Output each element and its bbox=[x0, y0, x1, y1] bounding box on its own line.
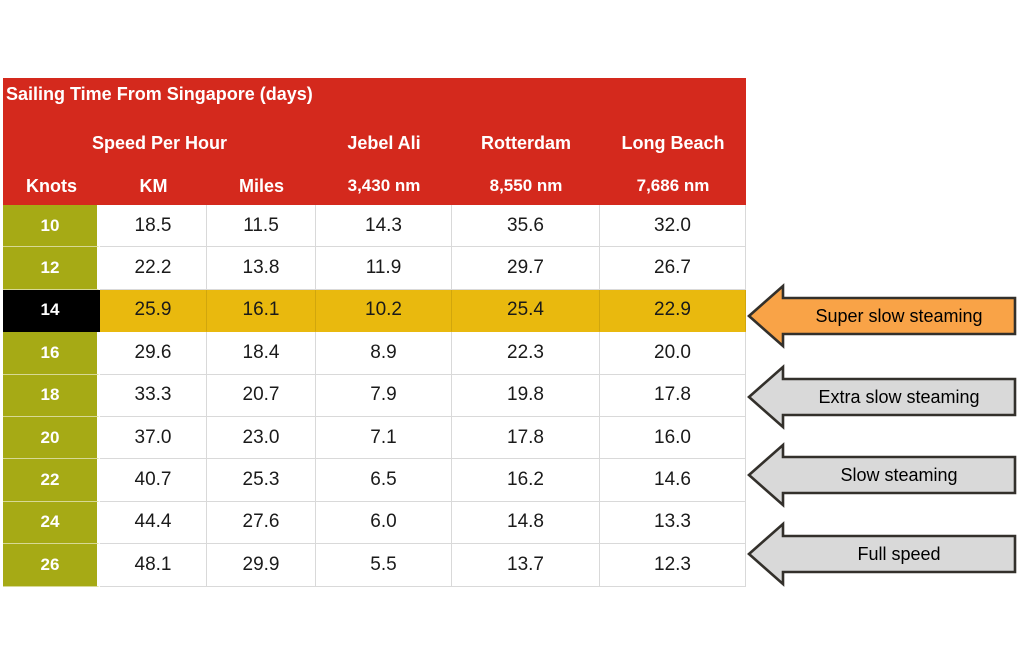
knots-cell: 12 bbox=[3, 247, 100, 290]
rotterdam-days-cell: 16.2 bbox=[452, 459, 600, 502]
header-long-beach: Long Beach bbox=[621, 132, 725, 153]
km-cell: 37.0 bbox=[100, 416, 207, 460]
km-cell: 22.2 bbox=[100, 247, 207, 290]
rotterdam-days-cell: 19.8 bbox=[452, 374, 600, 417]
header-miles: Miles bbox=[238, 175, 285, 196]
left-arrow-shape bbox=[747, 442, 1017, 508]
long-beach-days-cell: 22.9 bbox=[600, 289, 746, 333]
knots-cell-highlighted: 14 bbox=[3, 289, 100, 333]
knots-cell: 24 bbox=[3, 501, 100, 545]
km-cell: 29.6 bbox=[100, 332, 207, 375]
km-cell: 40.7 bbox=[100, 459, 207, 502]
left-arrow-icon bbox=[747, 283, 1017, 349]
miles-cell: 20.7 bbox=[207, 374, 316, 417]
rotterdam-days-cell: 13.7 bbox=[452, 544, 600, 587]
km-cell: 48.1 bbox=[100, 544, 207, 587]
knots-cell: 22 bbox=[3, 459, 100, 502]
header-long-beach-distance: 7,686 nm bbox=[636, 176, 710, 195]
header-rotterdam-distance: 8,550 nm bbox=[489, 176, 563, 195]
header-jebel-ali: Jebel Ali bbox=[347, 132, 421, 153]
header-knots: Knots bbox=[26, 175, 77, 196]
table-title: Sailing Time From Singapore (days) bbox=[3, 78, 746, 111]
rotterdam-days-cell: 17.8 bbox=[452, 416, 600, 460]
long-beach-days-cell: 13.3 bbox=[600, 501, 746, 545]
km-cell: 18.5 bbox=[100, 205, 207, 248]
km-cell: 44.4 bbox=[100, 501, 207, 545]
rotterdam-days-cell: 35.6 bbox=[452, 205, 600, 248]
header-speed-per-hour: Speed Per Hour bbox=[91, 132, 228, 153]
annotation-slow-steaming: Slow steaming bbox=[747, 442, 1018, 508]
long-beach-days-cell: 20.0 bbox=[600, 332, 746, 375]
jebel-ali-days-cell: 14.3 bbox=[316, 205, 452, 248]
miles-cell: 13.8 bbox=[207, 247, 316, 290]
left-arrow-shape bbox=[747, 364, 1017, 430]
annotation-extra-slow-steaming: Extra slow steaming bbox=[747, 364, 1018, 430]
table-body: 10 18.5 11.5 14.3 35.6 32.0 12 22.2 13.8… bbox=[3, 205, 746, 587]
rotterdam-days-cell: 29.7 bbox=[452, 247, 600, 290]
knots-cell: 18 bbox=[3, 374, 100, 417]
km-cell: 33.3 bbox=[100, 374, 207, 417]
jebel-ali-days-cell: 7.9 bbox=[316, 374, 452, 417]
long-beach-days-cell: 26.7 bbox=[600, 247, 746, 290]
left-arrow-shape bbox=[747, 283, 1017, 349]
jebel-ali-days-cell: 5.5 bbox=[316, 544, 452, 587]
miles-cell: 29.9 bbox=[207, 544, 316, 587]
annotation-super-slow-steaming: Super slow steaming bbox=[747, 283, 1018, 349]
jebel-ali-days-cell: 8.9 bbox=[316, 332, 452, 375]
rotterdam-days-cell: 22.3 bbox=[452, 332, 600, 375]
knots-cell: 26 bbox=[3, 544, 100, 587]
rotterdam-days-cell: 25.4 bbox=[452, 289, 600, 333]
knots-cell: 20 bbox=[3, 416, 100, 460]
left-arrow-icon bbox=[747, 521, 1017, 587]
arrow-label: Extra slow steaming bbox=[818, 386, 980, 407]
jebel-ali-days-cell: 7.1 bbox=[316, 416, 452, 460]
long-beach-days-cell: 17.8 bbox=[600, 374, 746, 417]
rotterdam-days-cell: 14.8 bbox=[452, 501, 600, 545]
miles-cell: 11.5 bbox=[207, 205, 316, 248]
miles-cell: 27.6 bbox=[207, 501, 316, 545]
knots-cell: 16 bbox=[3, 332, 100, 375]
miles-cell: 16.1 bbox=[207, 289, 316, 333]
long-beach-days-cell: 14.6 bbox=[600, 459, 746, 502]
jebel-ali-days-cell: 6.0 bbox=[316, 501, 452, 545]
miles-cell: 18.4 bbox=[207, 332, 316, 375]
arrow-label: Slow steaming bbox=[840, 464, 958, 485]
sailing-time-table: Sailing Time From Singapore (days) Speed… bbox=[3, 78, 746, 587]
left-arrow-icon bbox=[747, 442, 1017, 508]
header-km: KM bbox=[139, 175, 168, 196]
long-beach-days-cell: 32.0 bbox=[600, 205, 746, 248]
arrow-label: Super slow steaming bbox=[815, 305, 983, 326]
knots-cell: 10 bbox=[3, 205, 100, 248]
long-beach-days-cell: 12.3 bbox=[600, 544, 746, 587]
jebel-ali-days-cell: 6.5 bbox=[316, 459, 452, 502]
miles-cell: 25.3 bbox=[207, 459, 316, 502]
left-arrow-icon bbox=[747, 364, 1017, 430]
jebel-ali-days-cell: 11.9 bbox=[316, 247, 452, 290]
jebel-ali-days-cell: 10.2 bbox=[316, 289, 452, 333]
header-jebel-ali-distance: 3,430 nm bbox=[347, 176, 421, 195]
long-beach-days-cell: 16.0 bbox=[600, 416, 746, 460]
arrow-label: Full speed bbox=[857, 543, 941, 564]
annotation-full-speed: Full speed bbox=[747, 521, 1018, 587]
left-arrow-shape bbox=[747, 521, 1017, 587]
miles-cell: 23.0 bbox=[207, 416, 316, 460]
header-rotterdam: Rotterdam bbox=[480, 132, 571, 153]
km-cell: 25.9 bbox=[100, 289, 207, 333]
table-header: Speed Per Hour Jebel Ali Rotterdam Long … bbox=[3, 111, 746, 205]
